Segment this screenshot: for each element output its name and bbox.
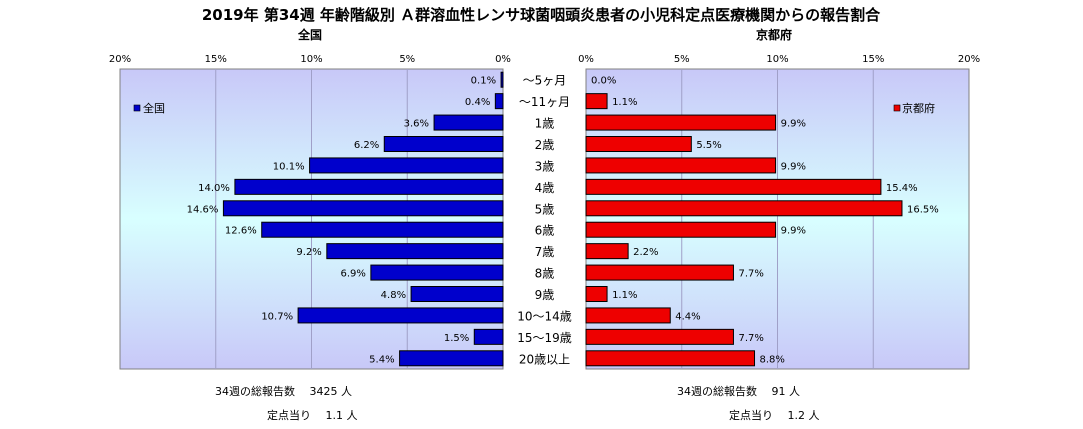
right-legend-label: 京都府	[902, 101, 935, 115]
category-label: 5歳	[535, 202, 555, 216]
right-bar	[585, 136, 692, 152]
right-data-label: 1.1%	[612, 97, 637, 108]
right-legend: 京都府	[893, 101, 935, 115]
category-label: 7歳	[535, 245, 555, 259]
category-label: 15～19歳	[517, 331, 572, 345]
right-bar	[585, 93, 608, 110]
left-bar	[473, 328, 504, 345]
left-bar	[410, 286, 504, 302]
right-bar	[585, 264, 734, 281]
left-bar	[383, 136, 504, 152]
right-tick-label: 0%	[578, 54, 594, 65]
right-data-label: 16.5%	[907, 204, 939, 215]
category-label: ～5ヶ月	[523, 74, 567, 88]
category-label: ～11ヶ月	[519, 95, 570, 109]
chart-title: 2019年 第34週 年齢階級別 Ａ群溶血性レンサ球菌咽頭炎患者の小児科定点医療…	[202, 6, 881, 24]
right-bar	[585, 286, 608, 302]
left-data-label: 14.0%	[198, 183, 230, 194]
left-bar	[326, 243, 504, 260]
left-data-label: 12.6%	[225, 226, 257, 237]
right-bar	[585, 221, 777, 238]
right-tick-label: 15%	[862, 54, 884, 65]
right-total-reports: 34週の総報告数 91 人	[677, 384, 800, 398]
left-tick-label: 5%	[399, 54, 415, 65]
category-label: 4歳	[535, 181, 555, 195]
left-tick-label: 10%	[300, 54, 322, 65]
left-legend: 全国	[133, 101, 165, 115]
right-bar	[585, 200, 903, 217]
left-panel-title: 全国	[297, 27, 322, 42]
left-bar	[433, 114, 504, 131]
right-data-label: 15.4%	[886, 183, 918, 194]
left-data-label: 3.6%	[404, 119, 429, 130]
left-bar	[399, 350, 504, 367]
left-bar	[309, 157, 504, 174]
category-labels: ～5ヶ月 ～11ヶ月 1歳 2歳 3歳 4歳 5歳 6歳 7歳 8歳 9歳 10～14歳 15～19歳 2…	[517, 74, 572, 367]
left-data-label: 1.5%	[444, 333, 469, 344]
left-bar	[222, 200, 504, 217]
right-bar	[585, 178, 882, 195]
left-tick-label: 15%	[205, 54, 227, 65]
left-bar	[500, 71, 504, 88]
right-bar	[585, 350, 756, 367]
left-bar	[234, 178, 504, 195]
left-data-label: 5.4%	[369, 354, 394, 365]
right-bar	[585, 307, 671, 324]
left-data-label: 0.1%	[471, 76, 496, 87]
category-label: 6歳	[535, 224, 555, 238]
left-tick-label: 20%	[109, 54, 131, 65]
category-label: 10～14歳	[517, 309, 572, 323]
left-data-label: 6.2%	[354, 140, 379, 151]
right-bar	[585, 157, 777, 174]
right-data-label: 4.4%	[675, 311, 700, 322]
right-tick-label: 10%	[766, 54, 788, 65]
right-data-label: 0.0%	[591, 76, 616, 87]
category-label: 1歳	[535, 117, 555, 131]
category-label: 3歳	[535, 159, 555, 173]
axis-ticks: 0% 0% 5% 5% 10% 10% 15% 15% 20% 20%	[109, 54, 980, 65]
right-legend-swatch	[893, 104, 901, 112]
left-data-label: 6.9%	[340, 269, 365, 280]
right-data-label: 2.2%	[633, 247, 658, 258]
left-total-reports: 34週の総報告数 3425 人	[215, 384, 352, 398]
left-bar	[297, 307, 504, 324]
right-bar	[585, 328, 734, 345]
left-bar	[261, 221, 504, 238]
left-legend-label: 全国	[143, 101, 165, 115]
right-data-label: 1.1%	[612, 290, 637, 301]
left-data-label: 14.6%	[187, 204, 219, 215]
right-per-site: 定点当り 1.2 人	[729, 408, 820, 422]
right-data-label: 9.9%	[781, 161, 806, 172]
right-tick-label: 20%	[958, 54, 980, 65]
right-data-label: 7.7%	[738, 333, 763, 344]
left-data-label: 0.4%	[465, 97, 490, 108]
right-data-label: 5.5%	[696, 140, 721, 151]
left-legend-swatch	[133, 104, 141, 112]
right-data-label: 7.7%	[738, 269, 763, 280]
category-label: 9歳	[535, 288, 555, 302]
left-bar	[494, 93, 504, 110]
left-data-label: 9.2%	[296, 247, 321, 258]
bars: 0.1% 0.0% 0.4% 1.1% 3.6% 9.9% 6.2% 5.5% 10.1% 9.9…	[187, 71, 939, 367]
left-bar	[370, 264, 504, 281]
left-per-site: 定点当り 1.1 人	[267, 408, 358, 422]
right-tick-label: 5%	[674, 54, 690, 65]
right-bar	[585, 243, 629, 260]
left-tick-label: 0%	[495, 54, 511, 65]
right-data-label: 8.8%	[760, 354, 785, 365]
right-panel-title: 京都府	[756, 27, 792, 42]
category-label: 20歳以上	[519, 352, 570, 366]
left-data-label: 4.8%	[381, 290, 406, 301]
category-label: 2歳	[535, 138, 555, 152]
right-data-label: 9.9%	[781, 119, 806, 130]
left-data-label: 10.1%	[273, 161, 305, 172]
right-data-label: 9.9%	[781, 226, 806, 237]
category-label: 8歳	[535, 267, 555, 281]
right-bar	[585, 114, 777, 131]
left-data-label: 10.7%	[261, 311, 293, 322]
